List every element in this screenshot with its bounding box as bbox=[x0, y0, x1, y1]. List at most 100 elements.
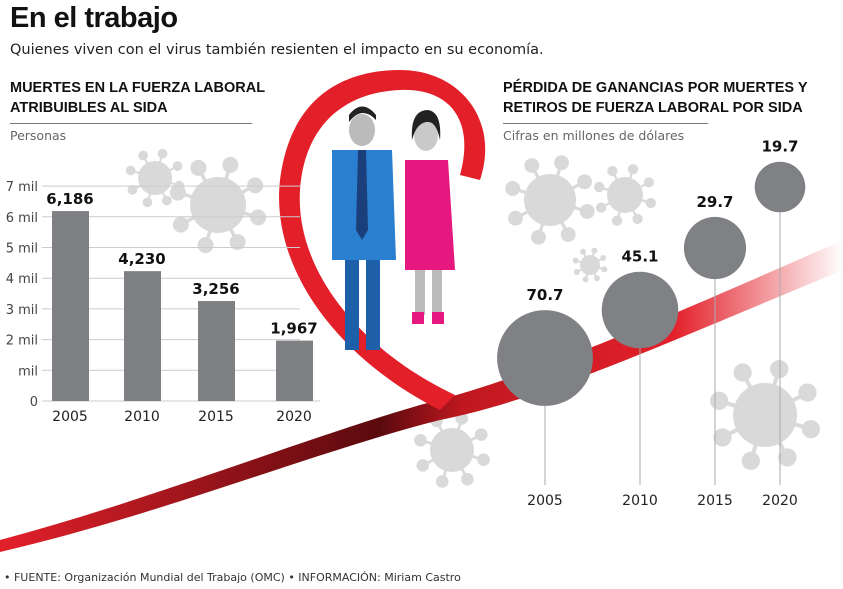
virus-spike-tip bbox=[138, 150, 148, 161]
bar-value-label: 4,230 bbox=[118, 250, 165, 268]
y-tick-label: 7 mil bbox=[6, 180, 38, 195]
y-tick-label: 2 mil bbox=[6, 334, 38, 349]
virus-body bbox=[430, 428, 474, 472]
virus-spike-tip bbox=[125, 165, 136, 176]
y-tick-label: 6 mil bbox=[6, 211, 38, 226]
virus-body bbox=[607, 177, 643, 213]
virus-spike-tip bbox=[524, 158, 540, 173]
virus-body bbox=[733, 383, 797, 447]
couple-illustration bbox=[332, 106, 455, 350]
virus-spike-tip bbox=[572, 257, 579, 264]
bubble bbox=[754, 161, 806, 213]
y-tick-label: mil bbox=[18, 364, 38, 379]
virus-icon bbox=[414, 412, 490, 488]
virus-spike-tip bbox=[508, 210, 523, 226]
virus-spike-tip bbox=[778, 448, 797, 467]
virus-spike-tip bbox=[741, 451, 760, 470]
bar-value-label: 6,186 bbox=[46, 190, 93, 208]
right-chart-title: PÉRDIDA DE GANANCIAS POR MUERTES Y RETIR… bbox=[503, 80, 808, 116]
virus-body bbox=[580, 255, 600, 275]
virus-spike-tip bbox=[713, 428, 732, 447]
virus-spike-tip bbox=[505, 181, 521, 196]
virus-spike-tip bbox=[560, 227, 576, 242]
page-subtitle: Quienes viven con el virus también resie… bbox=[10, 42, 544, 58]
virus-spike-tip bbox=[127, 185, 138, 195]
virus-spike-tip bbox=[710, 391, 729, 410]
virus-spike-tip bbox=[142, 197, 153, 208]
virus-spike-tip bbox=[607, 165, 618, 177]
virus-spike-tip bbox=[580, 248, 587, 255]
bubble-value-label: 70.7 bbox=[526, 286, 563, 304]
virus-spike-tip bbox=[250, 209, 267, 226]
x-tick-label: 2020 bbox=[276, 409, 312, 425]
bar bbox=[276, 340, 313, 401]
virus-spike-tip bbox=[645, 197, 656, 209]
virus-spike-tip bbox=[414, 433, 427, 447]
virus-spike-tip bbox=[770, 360, 789, 379]
bubble bbox=[601, 271, 679, 349]
virus-spike-tip bbox=[632, 213, 643, 225]
virus-icon bbox=[169, 156, 267, 254]
virus-spike-tip bbox=[172, 161, 183, 171]
x-tick-label: 2010 bbox=[124, 409, 160, 425]
virus-spike-tip bbox=[733, 363, 752, 382]
virus-spike-tip bbox=[477, 453, 490, 467]
virus-spike-tip bbox=[595, 202, 607, 213]
virus-spike-tip bbox=[594, 181, 605, 193]
virus-body bbox=[524, 174, 576, 226]
virus-body bbox=[190, 177, 246, 233]
bubble bbox=[683, 216, 747, 280]
bar-value-label: 1,967 bbox=[270, 320, 317, 338]
x-tick-label: 2005 bbox=[527, 493, 563, 509]
virus-spike-tip bbox=[157, 148, 168, 159]
virus-spike-tip bbox=[611, 215, 623, 226]
virus-icon bbox=[594, 164, 656, 226]
x-tick-label: 2020 bbox=[762, 493, 798, 509]
virus-spike-tip bbox=[600, 255, 607, 262]
virus-spike-tip bbox=[190, 159, 207, 176]
bubble-chart: 70.7 2005 45.1 2010 29.7 2015 19.7 2020 bbox=[497, 138, 806, 509]
ribbon-swoosh bbox=[0, 240, 843, 552]
virus-spike-tip bbox=[531, 229, 546, 245]
right-chart-unit: Cifras en millones de dólares bbox=[503, 123, 708, 143]
x-tick-label: 2010 bbox=[622, 493, 658, 509]
virus-spike-tip bbox=[593, 275, 600, 282]
virus-icon bbox=[572, 247, 608, 283]
virus-spike-tip bbox=[474, 428, 488, 441]
virus-spike-tip bbox=[591, 247, 598, 254]
left-chart-unit: Personas bbox=[10, 123, 252, 143]
bar bbox=[52, 211, 89, 401]
y-tick-label: 3 mil bbox=[6, 303, 38, 318]
virus-spike-tip bbox=[229, 234, 246, 251]
virus-spike-tip bbox=[197, 237, 214, 254]
bubble-value-label: 29.7 bbox=[696, 193, 733, 211]
virus-spike-tip bbox=[582, 276, 589, 283]
ribbon-loop bbox=[279, 70, 486, 410]
virus-spike-tip bbox=[222, 156, 239, 173]
bubble-value-label: 45.1 bbox=[621, 248, 658, 266]
virus-spike-tip bbox=[601, 266, 608, 273]
bar-chart: 0 mil 2 mil 3 mil 4 mil 5 mil 6 mil 7 mil 6,186 2… bbox=[6, 180, 320, 425]
virus-icon bbox=[505, 155, 595, 245]
x-tick-label: 2015 bbox=[697, 493, 733, 509]
virus-icon bbox=[710, 360, 820, 470]
page-title: En el trabajo bbox=[10, 2, 178, 34]
virus-spike-tip bbox=[162, 195, 172, 206]
virus-spike-tip bbox=[643, 177, 655, 188]
virus-spike-tip bbox=[554, 155, 569, 171]
virus-spike-tip bbox=[461, 472, 474, 486]
source-footer: • FUENTE: Organización Mundial del Traba… bbox=[4, 571, 461, 584]
y-tick-label: 4 mil bbox=[6, 272, 38, 287]
virus-spike-tip bbox=[435, 475, 449, 488]
virus-spike-tip bbox=[416, 459, 430, 472]
virus-spike-tip bbox=[247, 177, 264, 194]
virus-spike-tip bbox=[627, 164, 639, 175]
bar bbox=[124, 271, 161, 401]
virus-spike-tip bbox=[577, 174, 592, 190]
bubble-value-label: 19.7 bbox=[761, 138, 798, 156]
x-tick-label: 2005 bbox=[52, 409, 88, 425]
bubble bbox=[497, 310, 593, 406]
virus-spike-tip bbox=[169, 184, 186, 201]
